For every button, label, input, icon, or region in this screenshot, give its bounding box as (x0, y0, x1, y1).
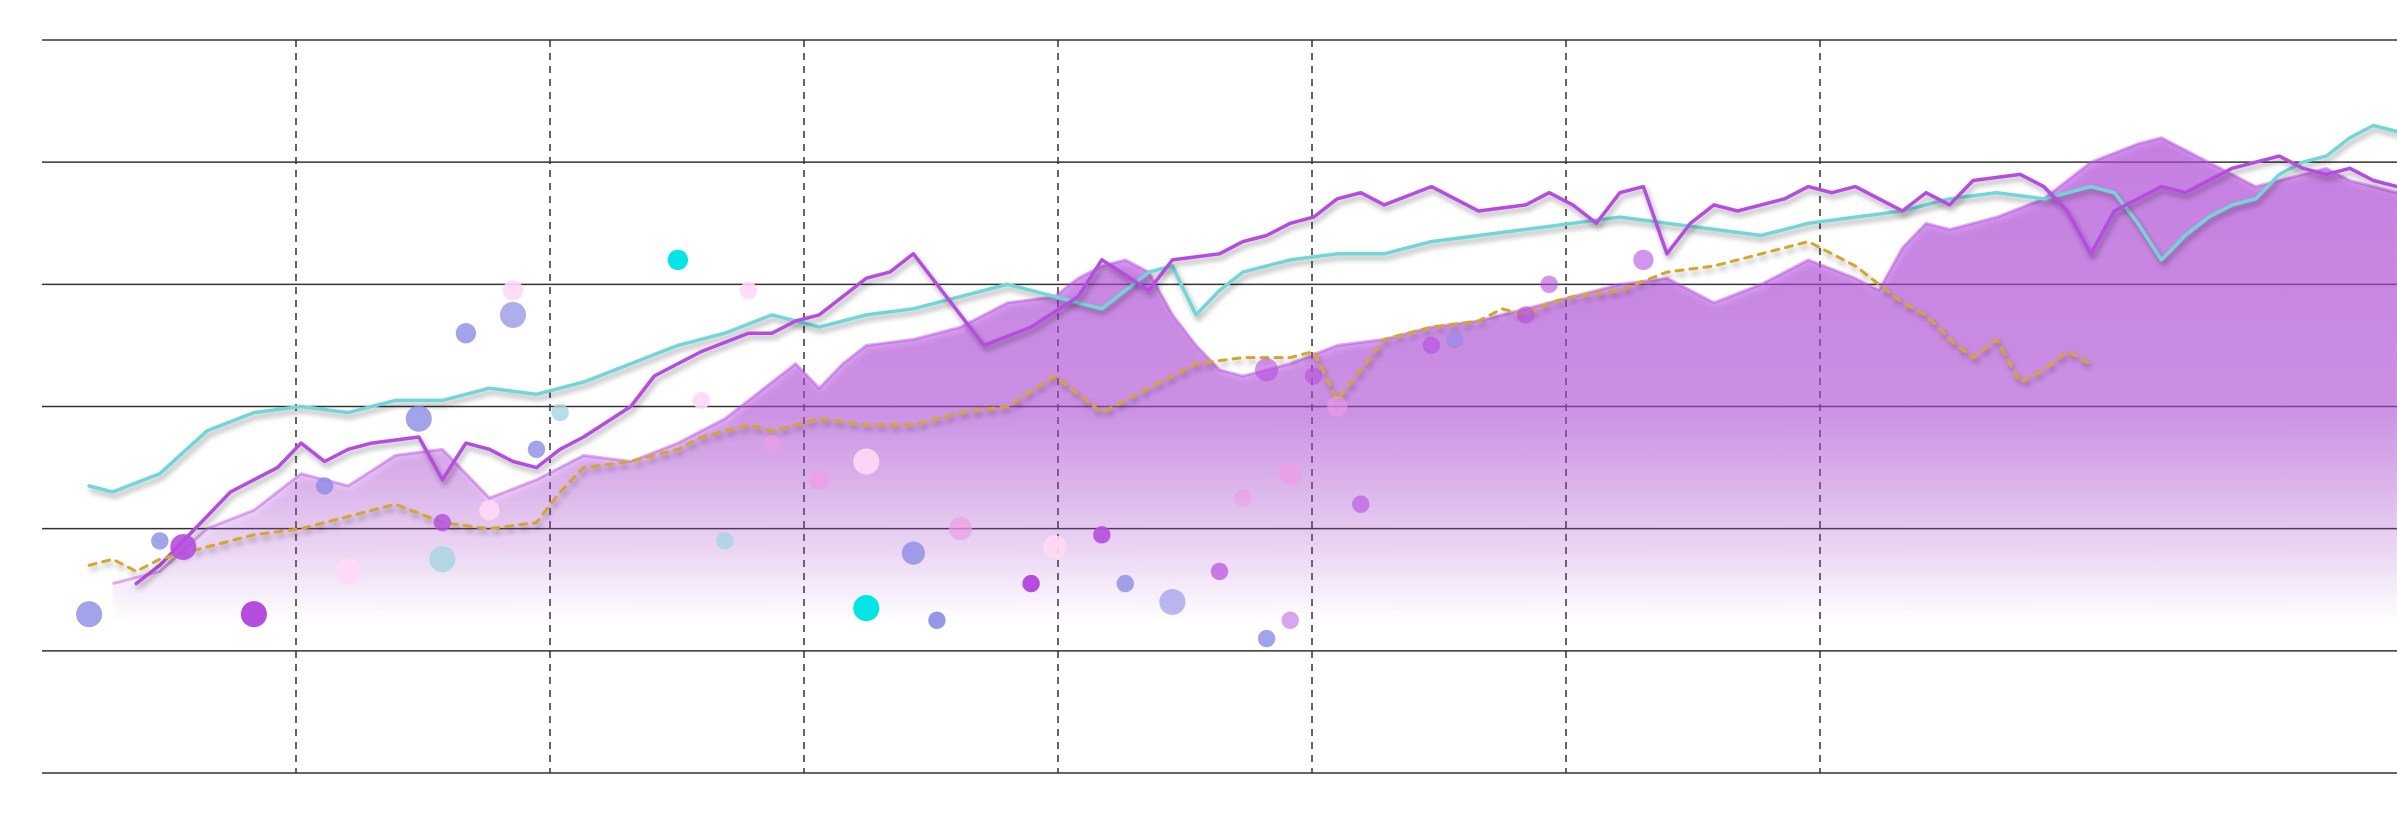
scatter-point (76, 601, 103, 628)
scatter-point (853, 448, 880, 475)
scatter-point (429, 546, 456, 573)
scatter-point (763, 434, 781, 452)
scatter-point (1210, 562, 1229, 581)
scatter-point (928, 611, 946, 629)
scatter-point (1234, 489, 1252, 507)
scatter-point (479, 500, 500, 521)
scatter-point (692, 391, 711, 410)
scatter-point (335, 558, 362, 585)
scatter-point (1633, 249, 1654, 271)
scatter-point (739, 281, 758, 300)
scatter-point (1022, 574, 1040, 593)
scatter-point (499, 301, 527, 328)
scatter-point (716, 532, 734, 550)
scatter-point (1278, 462, 1302, 486)
scatter-point (667, 249, 689, 271)
scatter-point (502, 280, 524, 301)
scatter-point (1327, 396, 1348, 417)
scatter-point (1255, 358, 1279, 382)
scatter-point (405, 405, 432, 432)
scatter-point (1540, 275, 1558, 293)
scatter-point (1281, 611, 1299, 629)
scatter-point (315, 477, 334, 495)
line-series-1 (87, 123, 2397, 494)
scatter-point (809, 469, 830, 490)
scatter-point (853, 595, 880, 622)
scatter-point (433, 513, 452, 532)
area-series-outline-0 (112, 136, 2397, 586)
area-series-0 (112, 137, 2397, 621)
scatter-point (1446, 330, 1464, 348)
scatter-point (948, 517, 973, 541)
scatter-point (455, 323, 477, 344)
scatter-point (170, 533, 197, 561)
scatter-point (1517, 306, 1535, 324)
scatter-point (1159, 588, 1186, 616)
scatter-point (240, 601, 267, 628)
scatter-points-layer (76, 249, 1654, 648)
area-series-layer (112, 136, 2397, 621)
scatter-point (1116, 574, 1135, 593)
scatter-point (151, 532, 169, 550)
scatter-point (551, 403, 569, 422)
scatter-point (527, 440, 546, 458)
scatter-point (1043, 535, 1067, 559)
scatter-point (1093, 526, 1111, 544)
scatter-point (1305, 367, 1323, 385)
scatter-point (1422, 336, 1441, 355)
scatter-point (901, 541, 926, 565)
scatter-point (1352, 495, 1370, 513)
scatter-point (1257, 629, 1276, 648)
line-series-2 (134, 154, 2397, 586)
